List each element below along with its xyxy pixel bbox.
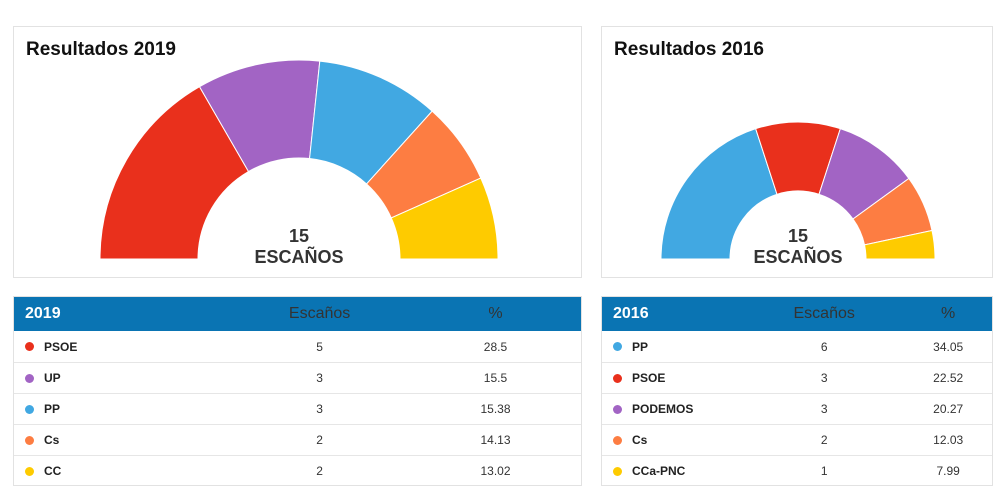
- table-row: PP 3 15.38: [14, 393, 581, 424]
- party-cell: UP: [14, 371, 229, 385]
- seats-cell: 2: [316, 433, 323, 447]
- seat-total-label: ESCAÑOS: [753, 246, 842, 267]
- seats-cell: 2: [316, 464, 323, 478]
- party-color-dot: [613, 373, 622, 383]
- chart-panel-2019: Resultados 2019 15 ESCAÑOS: [13, 26, 582, 278]
- results-table-2016: 2016 Escaños % PP 6 34.05 PSOE 3 22.52 PODEMOS…: [601, 296, 993, 486]
- percent-cell: 12.03: [933, 433, 964, 447]
- party-cell: CC: [14, 464, 229, 478]
- table-row: CC 2 13.02: [14, 455, 581, 485]
- party-color-dot: [613, 342, 622, 351]
- party-color-dot: [25, 404, 34, 414]
- party-cell: PODEMOS: [602, 402, 744, 416]
- seats-cell: 1: [820, 464, 828, 478]
- table-row: PODEMOS 3 20.27: [602, 393, 992, 424]
- percent-cell: 7.99: [936, 464, 960, 478]
- header-percent: %: [941, 305, 956, 322]
- party-name: PODEMOS: [632, 402, 694, 416]
- table-row: Cs 2 12.03: [602, 424, 992, 455]
- percent-cell: 15.5: [483, 371, 508, 385]
- header-percent: %: [488, 305, 503, 322]
- header-year: 2016: [613, 305, 649, 322]
- party-name: PSOE: [44, 339, 78, 354]
- party-name: PP: [632, 339, 649, 354]
- party-color-dot: [25, 342, 34, 351]
- percent-cell: 14.13: [480, 433, 511, 447]
- party-name: CC: [44, 464, 62, 478]
- party-name: UP: [44, 371, 61, 385]
- seat-slice-cc: [390, 177, 499, 260]
- table-row: Cs 2 14.13: [14, 424, 581, 455]
- header-seats: Escaños: [793, 305, 855, 322]
- seats-cell: 3: [820, 371, 828, 385]
- header-seats: Escaños: [288, 305, 351, 322]
- seats-cell: 5: [316, 339, 323, 354]
- seat-slice-psoe: [99, 85, 250, 260]
- table-header-2016: 2016 Escaños %: [602, 297, 992, 331]
- chart-panel-2016: Resultados 2016 15 ESCAÑOS: [601, 26, 993, 278]
- table-row: UP 3 15.5: [14, 362, 581, 393]
- seat-total-label: ESCAÑOS: [254, 246, 343, 267]
- table-header-2019: 2019 Escaños %: [14, 297, 581, 331]
- table-row: PSOE 5 28.5: [14, 331, 581, 362]
- table-row: PP 6 34.05: [602, 331, 992, 362]
- party-cell: PSOE: [14, 340, 229, 354]
- percent-cell: 22.52: [933, 371, 964, 385]
- seats-cell: 2: [820, 433, 828, 447]
- seat-total-number: 15: [788, 226, 808, 246]
- party-name: CCa-PNC: [632, 464, 686, 478]
- seats-cell: 6: [820, 339, 828, 354]
- table-row: PSOE 3 22.52: [602, 362, 992, 393]
- percent-cell: 34.05: [933, 339, 964, 354]
- party-cell: Cs: [602, 433, 744, 447]
- party-name: Cs: [632, 433, 648, 447]
- percent-cell: 28.5: [483, 339, 508, 354]
- party-color-dot: [25, 435, 34, 445]
- header-year: 2019: [25, 305, 61, 322]
- chart-title-2019: Resultados 2019: [26, 39, 176, 60]
- results-table-2019: 2019 Escaños % PSOE 5 28.5 UP 3 15.5 PP 3 15.38 C…: [13, 296, 582, 486]
- chart-title-2016: Resultados 2016: [614, 39, 764, 60]
- percent-cell: 13.02: [480, 464, 511, 478]
- party-cell: PP: [14, 402, 229, 416]
- party-cell: PSOE: [602, 371, 744, 385]
- seats-cell: 3: [316, 371, 323, 385]
- party-cell: Cs: [14, 433, 229, 447]
- party-color-dot: [25, 373, 34, 383]
- party-cell: PP: [602, 340, 744, 354]
- table-row: CCa-PNC 1 7.99: [602, 455, 992, 485]
- party-color-dot: [613, 435, 622, 445]
- party-color-dot: [613, 404, 622, 414]
- percent-cell: 20.27: [933, 402, 964, 416]
- seats-cell: 3: [820, 402, 828, 416]
- party-name: PP: [44, 402, 61, 416]
- party-name: PSOE: [632, 371, 666, 385]
- percent-cell: 15.38: [480, 402, 511, 416]
- party-color-dot: [613, 466, 622, 476]
- seat-slice-cca-pnc: [863, 229, 936, 260]
- party-name: Cs: [44, 433, 60, 447]
- seats-cell: 3: [316, 402, 323, 416]
- seat-slice-pp: [660, 128, 778, 260]
- party-color-dot: [25, 466, 34, 476]
- party-cell: CCa-PNC: [602, 464, 744, 478]
- seat-total-number: 15: [289, 226, 309, 246]
